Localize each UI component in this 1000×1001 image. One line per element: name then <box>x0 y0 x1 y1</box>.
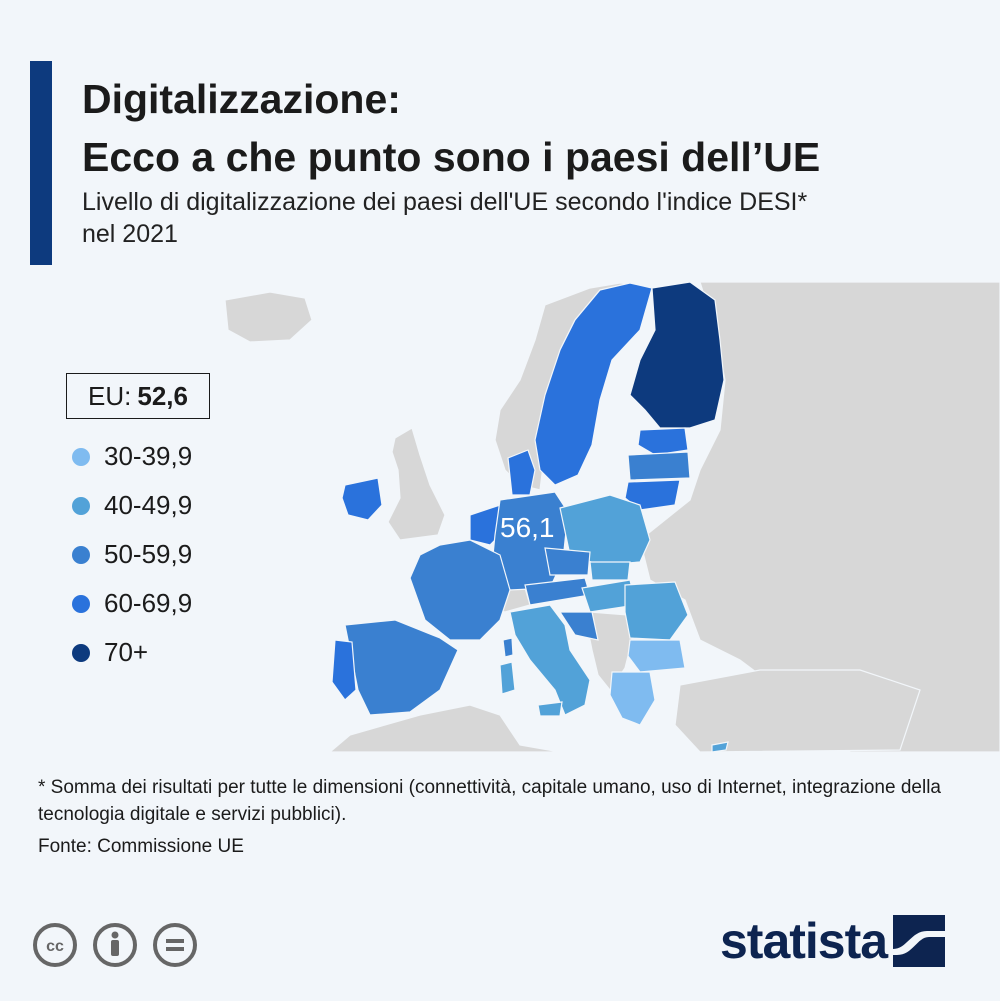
legend-item: 40-49,9 <box>72 481 192 530</box>
estonia-region <box>637 427 689 456</box>
europe-map <box>224 282 1000 752</box>
great-britain-region <box>387 427 446 541</box>
legend-item: 70+ <box>72 628 192 677</box>
legend-label: 60-69,9 <box>104 588 193 618</box>
eu-average-value: 52,6 <box>137 380 188 411</box>
legend-label: 30-39,9 <box>104 441 193 471</box>
attribution-icon[interactable] <box>92 922 138 968</box>
statista-mark-icon <box>893 915 946 967</box>
latvia-region <box>627 451 691 481</box>
lithuania-region <box>624 479 681 511</box>
romania-region <box>624 581 689 641</box>
brand-name: statista <box>720 913 888 969</box>
legend-swatch <box>72 643 90 662</box>
denmark-region <box>507 449 536 496</box>
legend-item: 50-59,9 <box>72 530 192 579</box>
greece-region <box>609 671 656 726</box>
page-title: Digitalizzazione: Ecco a che punto sono … <box>82 70 820 186</box>
france-region <box>409 539 511 641</box>
cyprus-region <box>711 741 729 752</box>
legend-label: 70+ <box>104 637 149 667</box>
source: Fonte: Commissione UE <box>38 836 244 857</box>
legend: 30-39,9 40-49,9 50-59,9 60-69,9 70+ <box>72 432 192 677</box>
title-accent-bar <box>30 61 52 265</box>
legend-label: 40-49,9 <box>104 490 193 520</box>
russia-region <box>639 282 1000 752</box>
turkey-region <box>674 669 921 752</box>
title-line-1: Digitalizzazione: <box>82 76 401 122</box>
map-value-label: 56,1 <box>500 512 555 543</box>
corsica-region <box>502 637 514 658</box>
legend-item: 30-39,9 <box>72 432 192 481</box>
eu-average-label: EU: <box>88 380 132 411</box>
no-derivatives-icon[interactable] <box>152 922 198 968</box>
legend-swatch <box>72 447 90 466</box>
legend-label: 50-59,9 <box>104 539 193 569</box>
cc-icon[interactable]: cc <box>32 922 78 968</box>
finland-region <box>629 282 725 429</box>
slovakia-region <box>589 561 631 581</box>
czechia-region <box>544 547 591 576</box>
spain-region <box>344 619 459 716</box>
legend-swatch <box>72 496 90 515</box>
svg-text:cc: cc <box>46 938 64 955</box>
sicily-region <box>537 701 563 717</box>
croatia-region <box>558 611 599 641</box>
sweden-region <box>534 282 653 486</box>
legend-swatch <box>72 594 90 613</box>
sardinia-region <box>499 661 516 695</box>
italy-region <box>509 604 591 716</box>
iceland-region <box>224 291 313 343</box>
ireland-region <box>341 477 383 521</box>
title-line-2: Ecco a che punto sono i paesi dell’UE <box>82 134 821 180</box>
eu-average-box: EU: 52,6 <box>66 373 210 419</box>
portugal-region <box>331 639 357 701</box>
north-africa-region <box>329 704 561 752</box>
subtitle: Livello di digitalizzazione dei paesi de… <box>82 188 808 248</box>
footnote: * Somma dei risultati per tutte le dimen… <box>38 777 941 825</box>
bulgaria-region <box>627 639 686 673</box>
statista-logo[interactable]: statista <box>720 912 946 970</box>
legend-item: 60-69,9 <box>72 579 192 628</box>
legend-swatch <box>72 545 90 564</box>
